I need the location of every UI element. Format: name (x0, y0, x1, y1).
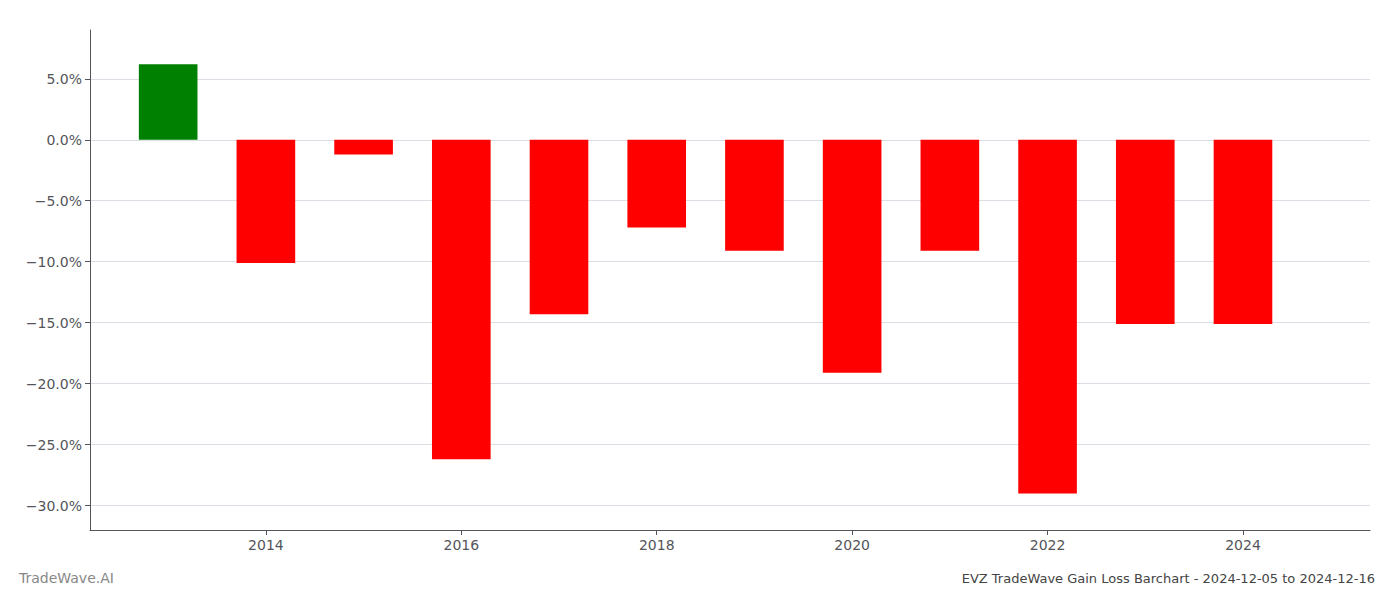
svg-text:−30.0%: −30.0% (26, 498, 82, 514)
svg-text:TradeWave.AI: TradeWave.AI (18, 570, 114, 586)
svg-text:−20.0%: −20.0% (26, 376, 82, 392)
svg-text:5.0%: 5.0% (46, 71, 82, 87)
svg-text:−25.0%: −25.0% (26, 437, 82, 453)
svg-text:0.0%: 0.0% (46, 132, 82, 148)
svg-text:−5.0%: −5.0% (35, 193, 82, 209)
svg-text:2022: 2022 (1030, 537, 1066, 553)
svg-text:2016: 2016 (443, 537, 479, 553)
svg-text:−10.0%: −10.0% (26, 254, 82, 270)
svg-text:2020: 2020 (834, 537, 870, 553)
svg-text:2018: 2018 (639, 537, 675, 553)
svg-text:2014: 2014 (248, 537, 284, 553)
svg-text:2024: 2024 (1225, 537, 1261, 553)
svg-text:−15.0%: −15.0% (26, 315, 82, 331)
svg-text:EVZ TradeWave Gain Loss Barcha: EVZ TradeWave Gain Loss Barchart - 2024-… (962, 571, 1375, 586)
